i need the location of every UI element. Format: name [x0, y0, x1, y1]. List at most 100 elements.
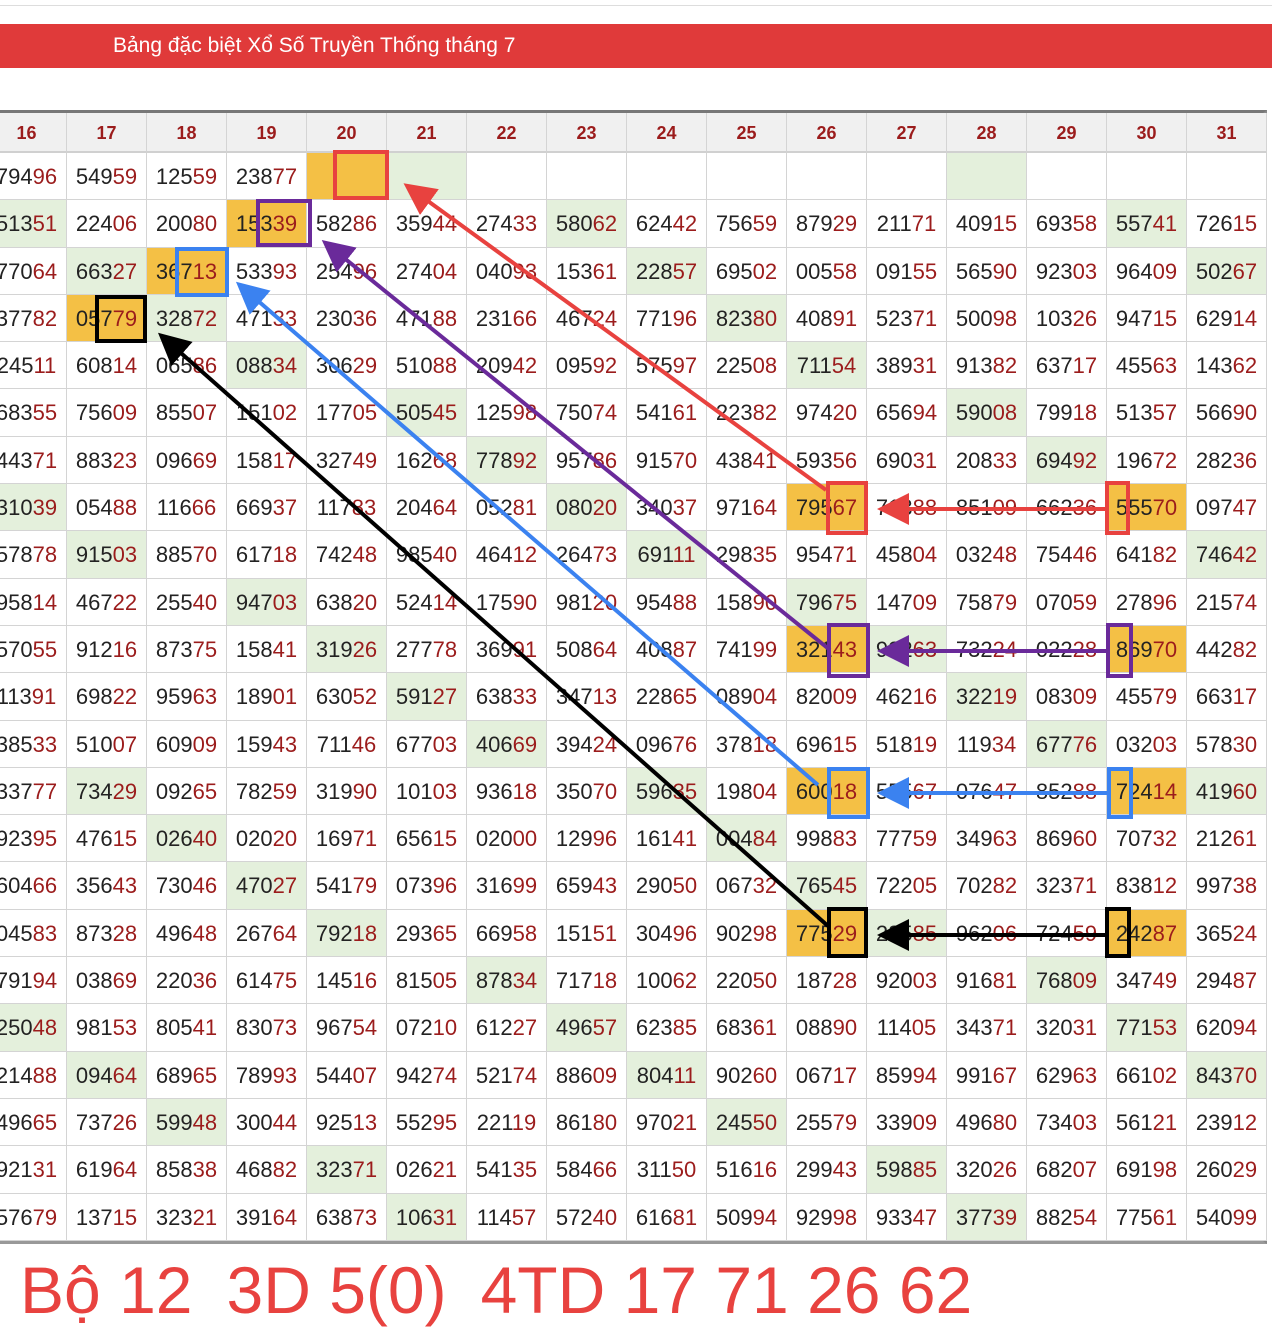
result-cell: 73726 [67, 1098, 147, 1147]
number-tail: 27 [432, 684, 458, 710]
result-cell: 98153 [67, 1004, 147, 1052]
number-head: 349 [955, 826, 993, 852]
result-cell: 67703 [387, 720, 467, 768]
number-head: 656 [395, 826, 433, 852]
number-head: 321 [795, 636, 833, 662]
number-head: 467 [555, 305, 593, 331]
number-head: 964 [1115, 258, 1153, 284]
number-tail: 82 [1152, 542, 1178, 568]
number-head: 260 [1195, 1157, 1233, 1183]
number-tail: 55 [32, 636, 58, 662]
number-tail: 91 [512, 636, 538, 662]
number-tail: 60 [1072, 826, 1098, 852]
number-head: 791 [0, 968, 33, 994]
result-cell: 15817 [227, 436, 307, 485]
number-tail: 47 [992, 778, 1018, 804]
number-head: 080 [555, 495, 593, 521]
number-head: 282 [1195, 447, 1233, 473]
number-head: 406 [475, 731, 513, 757]
number-tail: 58 [1072, 211, 1098, 237]
result-cell: 73224 [947, 625, 1027, 674]
number-tail: 85 [912, 1157, 938, 1183]
number-tail: 66 [191, 495, 217, 521]
result-cell: 17590 [467, 578, 547, 626]
number-head: 225 [715, 353, 753, 379]
number-tail: 03 [1072, 258, 1098, 284]
number-head: 962 [955, 920, 993, 946]
result-cell: 25048 [0, 1004, 67, 1052]
number-tail: 88 [432, 305, 458, 331]
number-head: 885 [155, 542, 193, 568]
number-head: 598 [875, 1157, 913, 1183]
number-tail: 99 [752, 636, 778, 662]
result-cell: 11934 [947, 720, 1027, 768]
number-head: 775 [1115, 1204, 1153, 1230]
number-tail: 97 [672, 353, 698, 379]
result-cell: 79567 [787, 484, 867, 532]
result-cell: 02640 [147, 815, 227, 863]
number-tail: 41 [192, 1015, 218, 1041]
number-tail: 70 [192, 542, 218, 568]
number-tail: 88 [432, 353, 458, 379]
number-tail: 62 [1232, 353, 1258, 379]
result-cell: 34963 [947, 815, 1027, 863]
result-cell: 95488 [627, 578, 707, 626]
number-tail: 69 [512, 731, 538, 757]
number-head: 913 [955, 353, 993, 379]
result-cell: 88609 [547, 1051, 627, 1099]
number-tail: 85 [672, 1015, 698, 1041]
number-head: 220 [715, 968, 753, 994]
number-head: 238 [235, 164, 273, 189]
number-tail: 13 [352, 1109, 378, 1135]
number-head: 245 [715, 1109, 753, 1135]
result-cell: 11666 [147, 484, 227, 532]
number-head: 677 [1035, 731, 1073, 757]
column-header-day: 26 [787, 113, 867, 153]
number-tail: 32 [752, 873, 778, 899]
number-head: 541 [475, 1157, 513, 1183]
number-head: 775 [795, 920, 833, 946]
result-cell: 77529 [787, 909, 867, 958]
number-tail: 12 [1152, 873, 1178, 899]
result-cell: 98540 [387, 531, 467, 579]
result-cell: 38931 [867, 342, 947, 390]
result-cell: 39424 [547, 720, 627, 768]
number-tail: 57 [1152, 400, 1178, 426]
number-tail: 09 [1072, 684, 1098, 710]
number-tail: 90 [352, 778, 378, 804]
number-head: 369 [475, 636, 513, 662]
result-cell: 16141 [627, 815, 707, 863]
number-tail: 59 [1072, 589, 1098, 615]
number-head: 005 [795, 258, 833, 284]
number-head: 691 [637, 542, 673, 568]
result-cell: 53393 [227, 247, 307, 295]
number-head: 323 [155, 1204, 193, 1230]
number-head: 713 [875, 495, 913, 521]
result-cell: 56690 [1187, 389, 1267, 437]
number-head: 971 [715, 495, 753, 521]
number-head: 882 [1035, 1204, 1073, 1230]
number-head: 151 [235, 400, 273, 426]
result-cell: 83812 [1107, 862, 1187, 910]
number-tail: 03 [112, 542, 138, 568]
number-tail: 96 [432, 873, 458, 899]
result-cell: 62963 [1027, 1051, 1107, 1099]
number-tail: 71 [352, 826, 378, 852]
result-cell: 69198 [1107, 1146, 1187, 1194]
number-tail: 43 [272, 731, 298, 757]
number-head: 523 [875, 305, 913, 331]
number-head: 985 [395, 542, 433, 568]
result-cell: 35070 [547, 767, 627, 816]
result-cell: 47027 [227, 862, 307, 910]
number-head: 340 [635, 495, 673, 521]
number-tail: 03 [272, 589, 298, 615]
result-cell: 09265 [147, 767, 227, 816]
number-tail: 93 [272, 1062, 298, 1088]
number-head: 617 [235, 542, 273, 568]
number-head: 859 [875, 1062, 913, 1088]
number-tail: 77 [32, 778, 58, 804]
number-tail: 71 [992, 1015, 1018, 1041]
result-cell: 02020 [227, 815, 307, 863]
number-head: 162 [395, 447, 433, 473]
number-tail: 34 [272, 353, 298, 379]
